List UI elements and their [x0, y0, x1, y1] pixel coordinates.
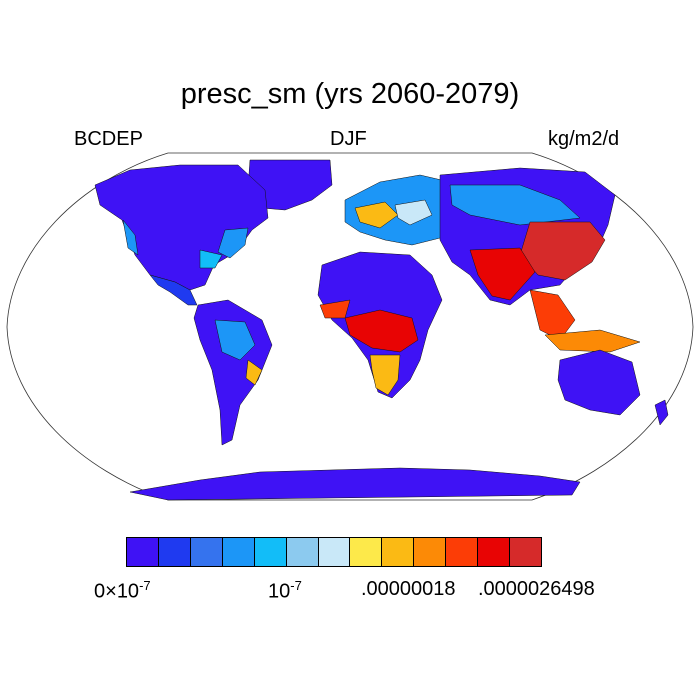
na-southeast — [199, 249, 223, 269]
africa-central — [344, 309, 419, 353]
na-mexico — [149, 274, 198, 306]
colorbar-swatch-5 — [286, 538, 319, 566]
south-america — [193, 299, 273, 446]
na-east-coast — [217, 227, 249, 259]
colorbar-swatch-4 — [254, 538, 287, 566]
subtitle-center: DJF — [330, 128, 367, 150]
antarctica — [129, 467, 581, 501]
asia-central — [449, 184, 581, 226]
colorbar-swatch-10 — [446, 538, 479, 566]
australia — [557, 349, 641, 416]
new-zealand — [654, 399, 669, 426]
colorbar-label-2: .00000018 — [361, 578, 456, 600]
colorbar-swatch-3 — [222, 538, 255, 566]
sa-amazon — [214, 319, 256, 361]
colorbar-swatch-6 — [318, 538, 351, 566]
se-asia — [529, 289, 576, 341]
colorbar-swatch-12 — [510, 538, 541, 566]
colorbar — [126, 537, 542, 567]
colorbar-label-1: 10-7 — [268, 578, 302, 603]
africa-coast — [319, 299, 351, 319]
map-title: presc_sm (yrs 2060-2079) — [180, 78, 520, 110]
colorbar-swatch-9 — [414, 538, 447, 566]
africa-south — [369, 354, 401, 396]
colorbar-label-3: .0000026498 — [478, 578, 595, 600]
europe-center — [394, 199, 433, 226]
colorbar-swatch-7 — [350, 538, 383, 566]
colorbar-swatch-2 — [190, 538, 223, 566]
subtitle-left: BCDEP — [74, 128, 143, 150]
colorbar-label-0: 0×10-7 — [94, 578, 151, 603]
sa-coast — [245, 359, 263, 386]
landmasses — [94, 159, 669, 501]
indonesia — [544, 329, 641, 353]
europe-hotspot — [354, 201, 399, 229]
colorbar-swatch-1 — [158, 538, 191, 566]
colorbar-swatch-8 — [382, 538, 415, 566]
na-west-coast — [122, 219, 139, 256]
asia-south — [469, 247, 536, 301]
colorbar-swatch-11 — [478, 538, 511, 566]
colorbar-swatch-0 — [127, 538, 159, 566]
subtitle-units: kg/m2/d — [548, 128, 620, 150]
